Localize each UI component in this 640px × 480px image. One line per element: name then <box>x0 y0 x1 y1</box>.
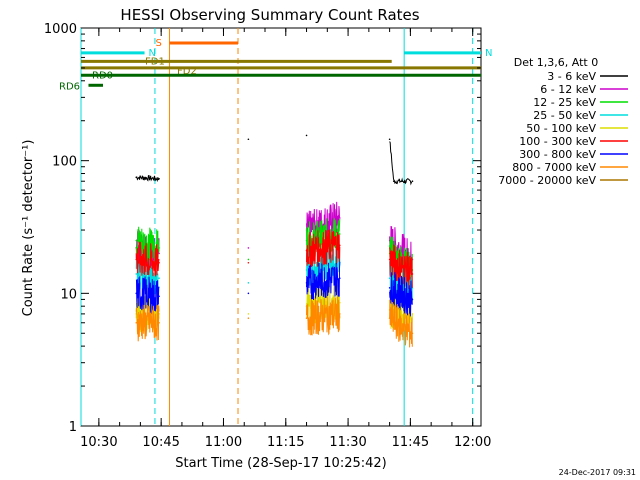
series-point <box>247 292 250 295</box>
series-point <box>338 244 341 247</box>
legend-entry-label: 7000 - 20000 keV <box>498 174 596 187</box>
series-line <box>389 141 413 186</box>
series-point <box>338 301 341 304</box>
series-point <box>305 282 308 284</box>
legend-entry-label: 100 - 300 keV <box>519 135 596 148</box>
data-series <box>135 134 414 348</box>
y-tick-label: 1000 <box>44 22 77 37</box>
series-line <box>135 241 160 277</box>
flag-label: S <box>155 38 161 49</box>
series-point <box>388 277 391 280</box>
y-axis-label: Count Rate (s⁻¹ detector⁻¹) <box>21 140 36 317</box>
series-line <box>135 175 160 182</box>
series-point <box>247 282 250 284</box>
series-point <box>135 292 138 295</box>
series-point <box>158 177 160 180</box>
legend-entry-label: 3 - 6 keV <box>547 70 596 83</box>
legend-entry-label: 12 - 25 keV <box>533 96 596 109</box>
series-point <box>338 217 341 219</box>
series-point <box>305 239 308 242</box>
x-tick-label: 11:00 <box>205 435 242 450</box>
x-tick-label: 10:45 <box>142 435 179 450</box>
series-point <box>247 261 250 264</box>
x-tick-label: 10:30 <box>80 435 117 450</box>
series-point <box>158 261 160 264</box>
series-point <box>247 138 250 141</box>
series-point <box>158 321 160 324</box>
series-line <box>306 296 341 336</box>
chart-title: HESSI Observing Summary Count Rates <box>120 6 419 24</box>
y-axis: 1 10 100 1000 <box>44 22 481 435</box>
series-point <box>135 176 138 179</box>
x-tick-label: 11:30 <box>329 435 366 450</box>
legend-title: Det 1,3,6, Att 0 <box>514 56 598 69</box>
series-point <box>411 298 414 301</box>
legend-entry-label: 6 - 12 keV <box>540 83 596 96</box>
series-point <box>411 180 414 183</box>
series-point <box>338 233 341 235</box>
series-point <box>135 239 138 242</box>
series-point <box>158 277 160 280</box>
x-tick-label: 12:00 <box>454 435 491 450</box>
series-line <box>389 244 413 290</box>
series-point <box>247 247 250 249</box>
y-tick-label: 10 <box>60 287 77 302</box>
plot-frame <box>80 27 482 427</box>
series-point <box>135 321 138 324</box>
series-line <box>306 229 341 268</box>
flag-label: N <box>485 48 492 59</box>
series-point <box>247 313 250 315</box>
legend-entry-label: 50 - 100 keV <box>526 122 596 135</box>
series-line <box>135 275 160 314</box>
series-point <box>411 313 414 315</box>
vertical-markers <box>80 28 474 426</box>
series-point <box>392 180 395 183</box>
legend-entry-label: 800 - 7000 keV <box>512 161 596 174</box>
series-point <box>158 295 160 298</box>
series-point <box>158 247 160 249</box>
series-point <box>388 287 391 289</box>
flag-label: FD1 <box>145 56 165 67</box>
series-point <box>247 317 250 319</box>
series-point <box>388 317 391 319</box>
x-tick-label: 11:15 <box>267 435 304 450</box>
x-axis: 10:30 10:45 11:00 11:15 11:30 11:45 12:00 <box>80 28 491 450</box>
legend-entry-label: 300 - 800 keV <box>519 148 596 161</box>
y-tick-label: 1 <box>69 420 77 435</box>
x-axis-label: Start Time (28-Sep-17 10:25:42) <box>175 456 386 471</box>
series-point <box>305 249 308 252</box>
series-point <box>305 317 308 319</box>
series-line <box>135 304 160 342</box>
flag-label: N <box>149 48 156 59</box>
series-point <box>305 134 308 137</box>
footer-timestamp: 24-Dec-2017 09:31 <box>559 468 636 477</box>
series-point <box>338 277 341 280</box>
series-point <box>135 273 138 275</box>
series-point <box>411 273 414 275</box>
y-tick-label: 100 <box>52 155 77 170</box>
series-line <box>389 299 413 348</box>
series-line <box>389 272 413 317</box>
series-point <box>135 258 138 261</box>
series-point <box>411 332 414 335</box>
series-point <box>388 258 391 261</box>
series-line <box>306 261 341 301</box>
flag-label: RD0 <box>92 70 113 81</box>
series-point <box>305 269 308 271</box>
legend-entry-label: 25 - 50 keV <box>533 109 596 122</box>
series-point <box>338 313 341 315</box>
flag-label: FD2 <box>177 66 197 77</box>
flag-label: RD6 <box>59 81 80 92</box>
series-point <box>388 138 391 141</box>
series-point <box>247 258 250 261</box>
x-tick-label: 11:45 <box>392 435 429 450</box>
series-point <box>158 252 160 255</box>
